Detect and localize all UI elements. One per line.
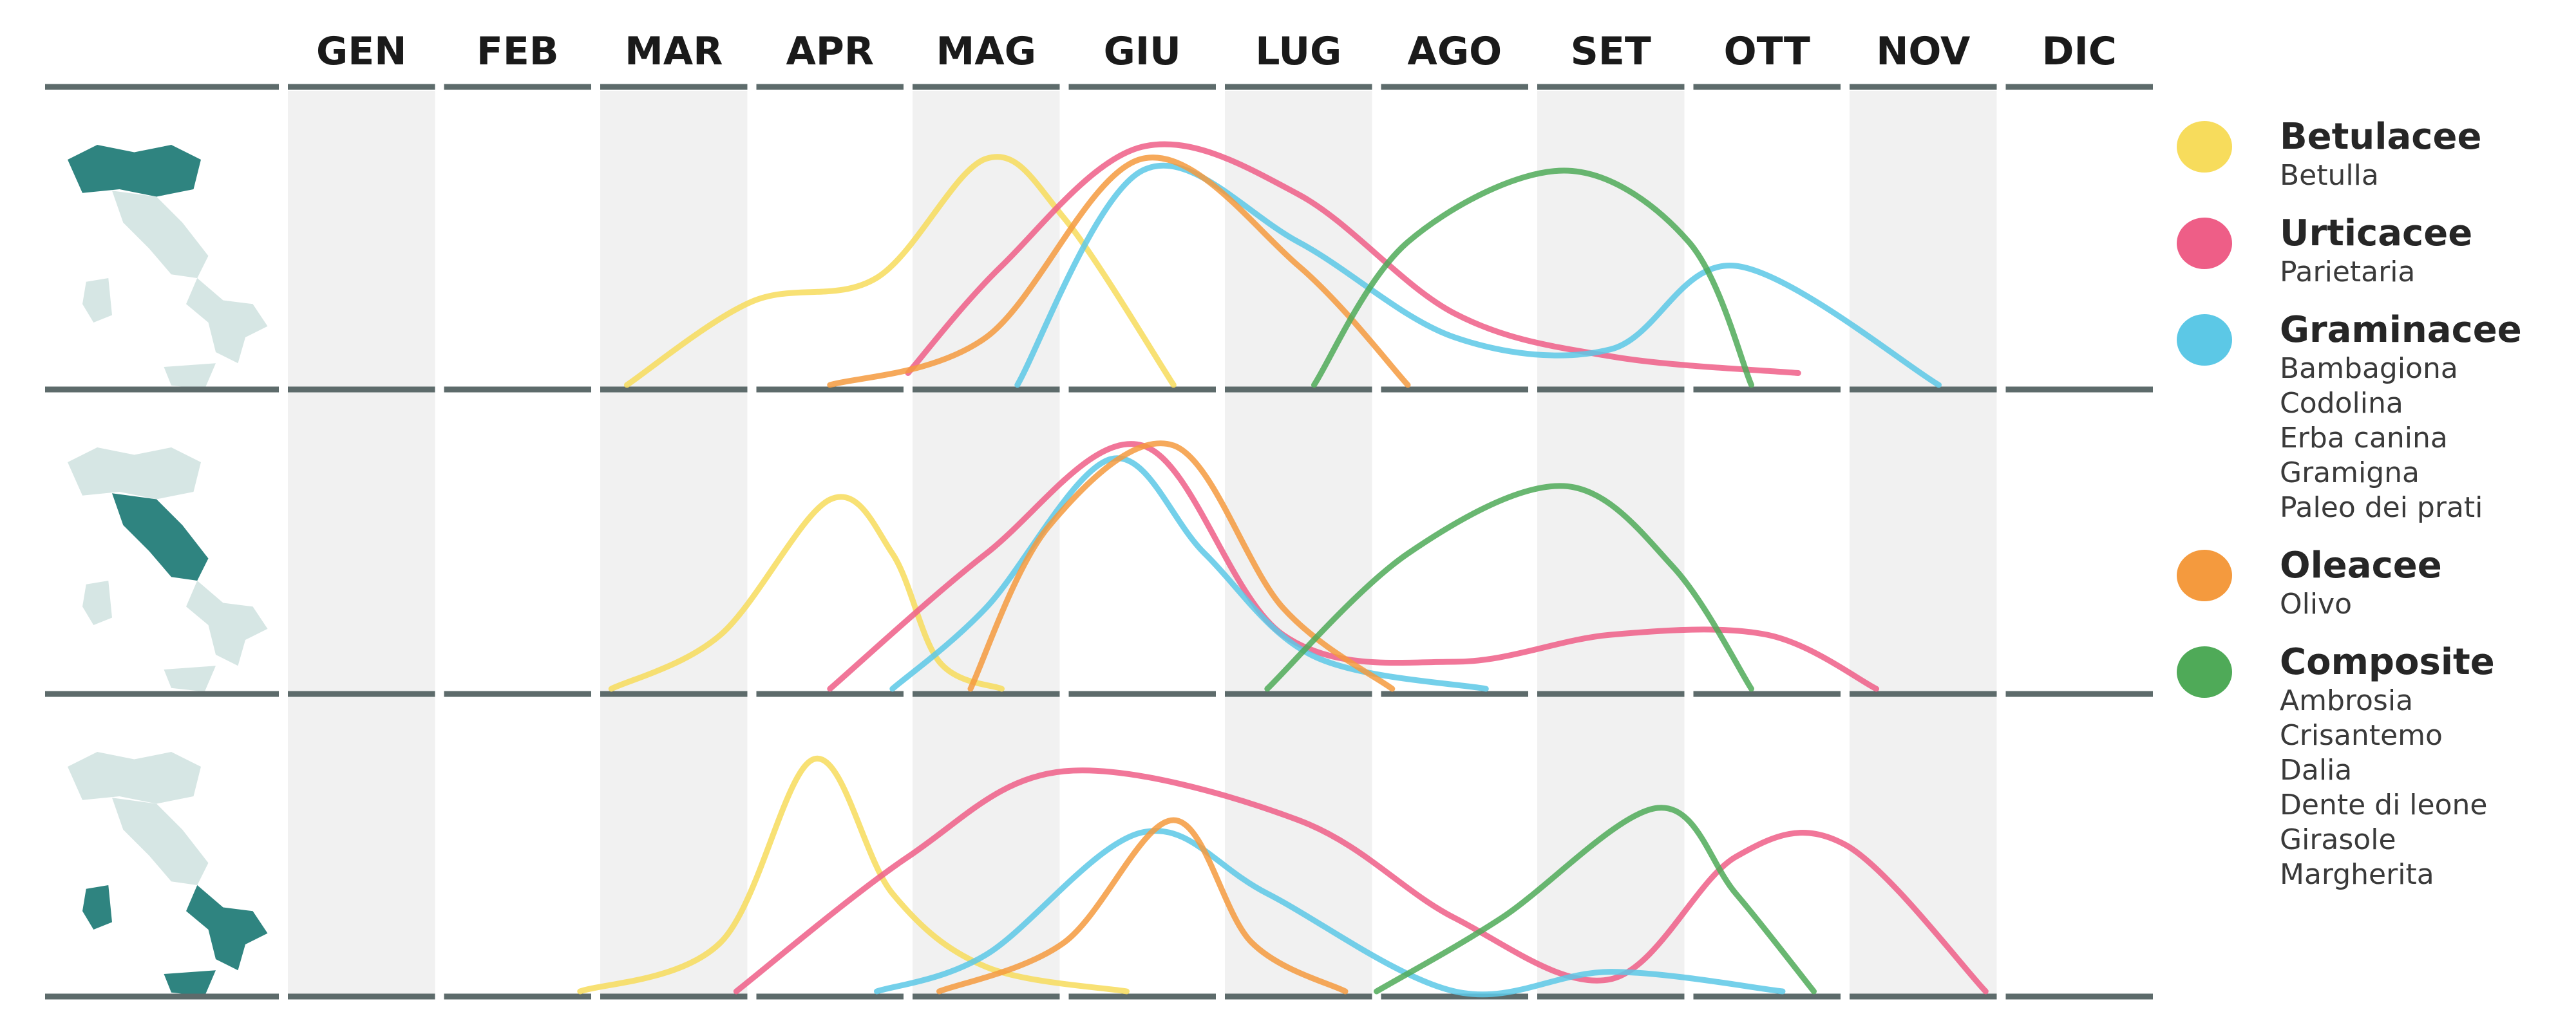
- month-label-ago: AGO: [1407, 29, 1502, 74]
- month-label-mag: MAG: [936, 29, 1036, 74]
- curve-south-oleacee: [936, 817, 1349, 995]
- legend-item-urticacee: Parietaria: [2280, 256, 2416, 288]
- map-part-north-0: [68, 752, 201, 804]
- month-label-gen: GEN: [316, 29, 406, 74]
- month-label-set: SET: [1571, 29, 1651, 74]
- curve-north-graminacee: [1014, 162, 1942, 388]
- map-part-south-2: [186, 278, 268, 364]
- italy-map-north: [68, 145, 268, 389]
- curve-south-betulacee: [577, 756, 1130, 995]
- month-label-mar: MAR: [625, 29, 723, 74]
- curve-south-composite: [1374, 805, 1817, 995]
- map-part-center-1: [112, 191, 209, 278]
- legend-title-urticacee: Urticacee: [2280, 212, 2473, 254]
- month-column-nov: [1850, 91, 1997, 997]
- legend-item-composite: Ambrosia: [2280, 684, 2414, 717]
- legend-title-graminacee: Graminacee: [2280, 309, 2522, 351]
- map-part-south-2: [186, 581, 268, 666]
- month-label-nov: NOV: [1876, 29, 1971, 74]
- legend-item-composite: Girasole: [2280, 823, 2396, 856]
- curve-south-graminacee: [874, 828, 1786, 998]
- map-part-center-1: [112, 493, 209, 581]
- month-label-apr: APR: [786, 29, 874, 74]
- legend-title-oleacee: Oleacee: [2280, 545, 2442, 586]
- month-label-ott: OTT: [1724, 29, 1810, 74]
- italy-map-center: [68, 447, 268, 692]
- curve-center-betulacee: [608, 494, 1005, 692]
- curve-north-composite: [1311, 167, 1754, 388]
- month-column-set: [1537, 91, 1685, 997]
- month-label-lug: LUG: [1255, 29, 1341, 74]
- month-column-mar: [600, 91, 748, 997]
- month-label-giu: GIU: [1104, 29, 1181, 74]
- legend-swatch-urticacee: [2177, 218, 2232, 269]
- legend-item-graminacee: Gramigna: [2280, 456, 2420, 489]
- legend-title-betulacee: Betulacee: [2280, 116, 2482, 158]
- legend-group-urticacee: Urticacee Parietaria: [2177, 212, 2563, 290]
- legend-group-graminacee: Graminacee Bambagiona Codolina Erba canina G…: [2177, 309, 2563, 525]
- curve-north-betulacee: [624, 154, 1177, 388]
- legend-item-composite: Dente di leone: [2280, 789, 2488, 821]
- legend-item-graminacee: Erba canina: [2280, 422, 2448, 454]
- legend-item-betulacee: Betulla: [2280, 159, 2379, 192]
- legend: Betulacee Betulla Urticacee Parietaria Grami…: [2177, 116, 2563, 892]
- legend-item-composite: Margherita: [2280, 858, 2434, 891]
- legend-group-oleacee: Oleacee Olivo: [2177, 545, 2563, 622]
- curve-north-oleacee: [827, 154, 1411, 388]
- curve-center-graminacee: [889, 455, 1489, 692]
- month-label-dic: DIC: [2042, 29, 2117, 74]
- legend-title-composite: Composite: [2280, 641, 2495, 683]
- month-label-feb: FEB: [477, 29, 559, 74]
- map-part-south-3: [82, 581, 112, 625]
- map-part-south-4: [164, 363, 216, 389]
- curve-center-oleacee: [967, 440, 1396, 692]
- curve-north-urticacee: [905, 141, 1801, 376]
- legend-group-betulacee: Betulacee Betulla: [2177, 116, 2563, 193]
- month-column-lug: [1225, 91, 1372, 997]
- curve-center-composite: [1264, 483, 1754, 692]
- legend-swatch-oleacee: [2177, 550, 2232, 601]
- map-part-north-0: [68, 447, 201, 500]
- map-part-north-0: [68, 145, 201, 197]
- legend-item-composite: Dalia: [2280, 754, 2353, 787]
- curve-south-urticacee: [733, 767, 1989, 995]
- map-part-south-4: [164, 970, 216, 997]
- legend-item-graminacee: Codolina: [2280, 387, 2403, 420]
- legend-item-composite: Crisantemo: [2280, 719, 2443, 752]
- map-part-south-3: [82, 278, 112, 323]
- map-part-south-3: [82, 885, 112, 930]
- legend-swatch-betulacee: [2177, 121, 2232, 173]
- map-part-south-2: [186, 885, 268, 971]
- legend-item-oleacee: Olivo: [2280, 588, 2353, 621]
- legend-item-graminacee: Paleo dei prati: [2280, 491, 2483, 524]
- italy-map-south: [68, 752, 268, 997]
- legend-swatch-composite: [2177, 646, 2232, 698]
- map-part-center-1: [112, 798, 209, 885]
- legend-group-composite: Composite Ambrosia Crisantemo Dalia Dente di…: [2177, 641, 2563, 892]
- map-part-south-4: [164, 666, 216, 692]
- month-column-gen: [288, 91, 435, 997]
- legend-swatch-graminacee: [2177, 314, 2232, 366]
- legend-item-graminacee: Bambagiona: [2280, 352, 2458, 385]
